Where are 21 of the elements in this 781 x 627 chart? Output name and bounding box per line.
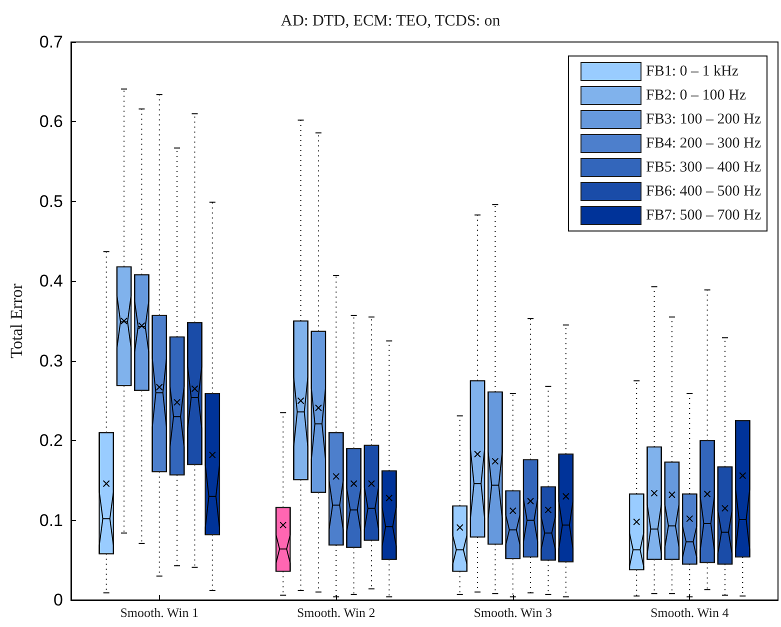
y-axis-title: Total Error (7, 283, 26, 358)
legend-label: FB5: 300 – 400 Hz (646, 160, 762, 176)
y-tick-label: 0.5 (39, 192, 63, 211)
y-tick-label: 0.3 (39, 351, 63, 370)
legend-label: FB2: 0 – 100 Hz (646, 88, 746, 104)
y-tick-label: 0.2 (39, 431, 63, 450)
legend-label: FB6: 400 – 500 Hz (646, 184, 762, 200)
y-tick-label: 0.1 (39, 510, 63, 530)
x-tick-label: Smooth. Win 2 (296, 605, 376, 620)
y-tick-label: 0.6 (39, 112, 63, 132)
legend-label: FB3: 100 – 200 Hz (646, 112, 762, 128)
x-tick-label: Smooth. Win 3 (474, 605, 552, 620)
x-tick-label: Smooth. Win 1 (120, 605, 199, 620)
legend-label: FB4: 200 – 300 Hz (646, 136, 762, 152)
y-tick-label: 0 (54, 590, 63, 610)
chart-title: AD: DTD, ECM: TEO, TCDS: on (280, 12, 500, 30)
y-tick-label: 0.7 (39, 32, 63, 52)
y-tick-label: 0.4 (39, 272, 63, 291)
x-tick-label: Smooth. Win 4 (650, 605, 730, 620)
legend-label: FB1: 0 – 1 kHz (646, 64, 739, 80)
legend-label: FB7: 500 – 700 Hz (646, 208, 762, 224)
